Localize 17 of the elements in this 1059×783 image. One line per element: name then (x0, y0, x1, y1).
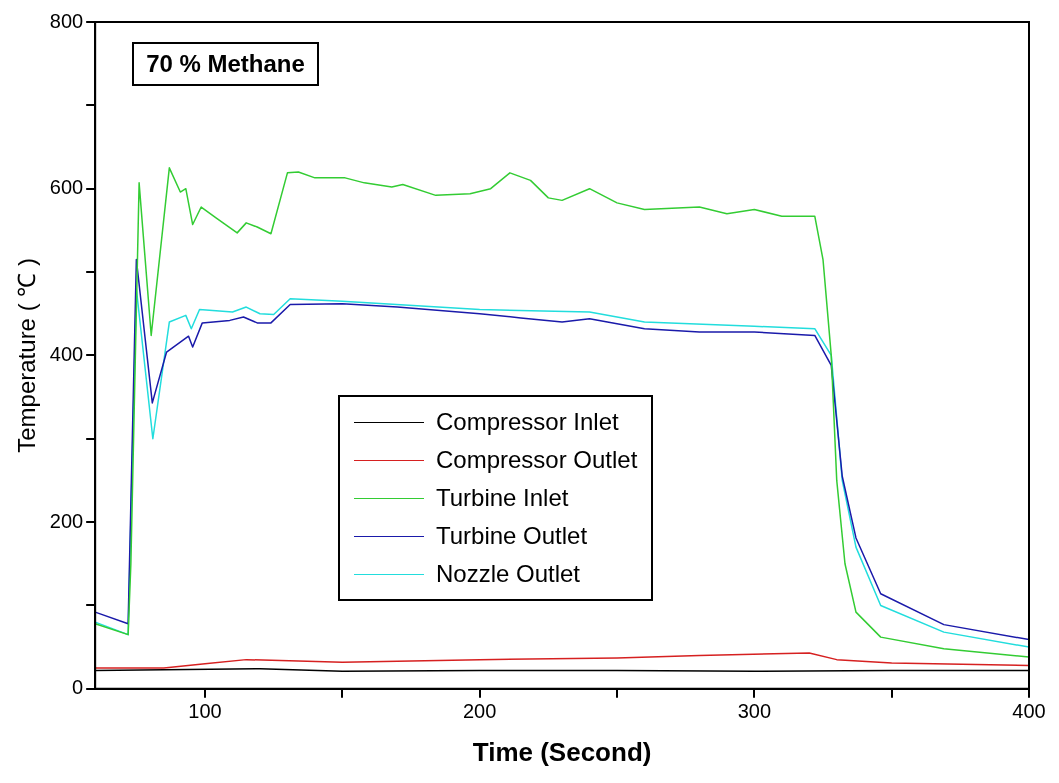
annotation: 70 % Methane (132, 42, 319, 86)
x-axis-title: Time (Second) (472, 736, 652, 767)
legend-label: Nozzle Outlet (435, 560, 581, 589)
y-tick-label: 600 (49, 176, 84, 199)
legend-label: Compressor Inlet (435, 408, 619, 437)
y-axis-title: Temperature ( ℃ ) (13, 258, 41, 453)
y-tick-label: 200 (49, 509, 84, 532)
y-tick-label: 0 (72, 676, 84, 699)
y-tick-label: 400 (49, 342, 84, 365)
legend-label: Compressor Outlet (435, 446, 638, 475)
legend-label: Turbine Outlet (435, 522, 588, 551)
x-tick-label: 400 (1012, 700, 1046, 723)
y-tick-label: 800 (49, 9, 84, 32)
legend-label: Turbine Inlet (435, 484, 569, 513)
x-tick-label: 300 (737, 700, 772, 723)
x-tick-label: 200 (463, 700, 497, 723)
x-tick-label: 100 (188, 700, 222, 723)
